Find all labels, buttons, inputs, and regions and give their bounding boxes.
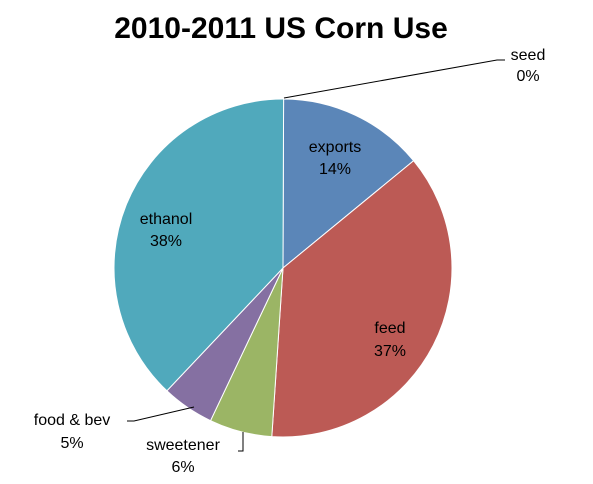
slice-label-food-bev: food & bev	[34, 412, 111, 429]
slice-value-seed: 0%	[516, 68, 539, 85]
leader-line-sweetener	[238, 432, 244, 452]
pie-slice-exports	[282, 98, 415, 270]
leader-line-food-bev	[127, 406, 195, 422]
label-sweetener: sweetener 6%	[146, 432, 244, 476]
slice-value-food-bev: 5%	[60, 435, 83, 452]
slice-label-sweetener: sweetener	[146, 437, 220, 454]
label-food-bev: food & bev 5%	[34, 406, 195, 452]
label-feed: feed 37%	[374, 320, 406, 360]
pie-slice-ethanol	[113, 98, 285, 392]
leader-line-seed	[283, 59, 505, 99]
pie-slice-feed	[271, 160, 453, 438]
slice-label-feed: feed	[374, 320, 405, 337]
slice-label-seed: seed	[511, 47, 546, 64]
label-ethanol: ethanol 38%	[140, 211, 193, 250]
slice-label-exports: exports	[309, 139, 361, 156]
pie-slices	[113, 98, 453, 438]
slice-value-ethanol: 38%	[150, 233, 182, 250]
chart-title: 2010-2011 US Corn Use	[114, 12, 448, 45]
slice-value-exports: 14%	[319, 161, 351, 178]
slice-label-ethanol: ethanol	[140, 211, 193, 228]
slice-value-feed: 37%	[374, 343, 406, 360]
label-exports: exports 14%	[309, 139, 361, 178]
slice-value-sweetener: 6%	[171, 459, 194, 476]
label-seed: seed 0%	[283, 47, 546, 99]
